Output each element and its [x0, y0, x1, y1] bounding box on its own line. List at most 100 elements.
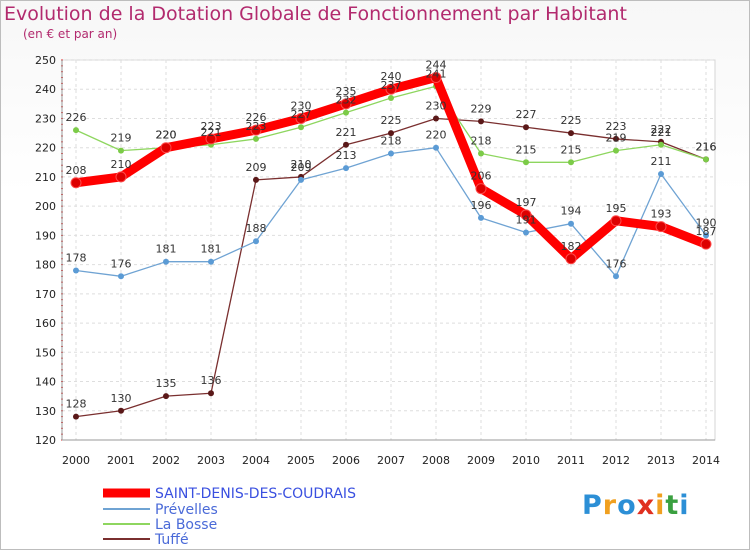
- y-tick-label: 210: [35, 171, 56, 184]
- data-label: 190: [696, 216, 717, 229]
- data-point: [478, 214, 484, 221]
- data-point: [73, 413, 79, 420]
- data-label: 216: [696, 140, 717, 153]
- y-tick-label: 130: [35, 405, 56, 418]
- data-point: [703, 156, 709, 163]
- data-point: [523, 159, 529, 166]
- y-tick-label: 120: [35, 434, 56, 447]
- data-label: 244: [426, 59, 447, 72]
- data-label: 241: [426, 67, 447, 80]
- data-label: 213: [336, 149, 357, 162]
- data-label: 223: [201, 120, 222, 133]
- y-tick-label: 190: [35, 229, 56, 242]
- data-point: [253, 135, 259, 142]
- data-label: 219: [111, 132, 132, 145]
- data-label: 135: [156, 377, 177, 390]
- data-point: [523, 124, 529, 131]
- data-label: 218: [381, 135, 402, 148]
- x-tick-label: 2005: [287, 454, 315, 467]
- data-label: 218: [471, 135, 492, 148]
- data-point: [163, 258, 169, 265]
- legend-label: SAINT-DENIS-DES-COUDRAIS: [155, 486, 356, 502]
- y-tick-label: 170: [35, 288, 56, 301]
- y-tick-label: 250: [35, 54, 56, 67]
- logo-letter: P: [582, 490, 603, 521]
- data-label: 193: [651, 208, 672, 221]
- data-point: [250, 124, 262, 136]
- logo-letter: t: [665, 490, 680, 521]
- logo-letter: i: [679, 490, 690, 521]
- data-label: 187: [696, 225, 717, 238]
- data-point: [118, 407, 124, 414]
- y-tick-label: 200: [35, 200, 56, 213]
- data-point: [523, 229, 529, 236]
- data-point: [253, 176, 259, 183]
- data-label: 197: [516, 196, 537, 209]
- data-point: [298, 176, 304, 183]
- data-label: 209: [246, 161, 267, 174]
- data-point: [253, 238, 259, 245]
- data-point: [340, 98, 352, 110]
- data-label: 210: [291, 158, 312, 171]
- data-label: 229: [471, 102, 492, 115]
- data-label: 220: [156, 129, 177, 142]
- data-label: 176: [606, 257, 627, 270]
- data-label: 222: [651, 123, 672, 136]
- data-label: 188: [246, 222, 267, 235]
- data-label: 136: [201, 374, 222, 387]
- data-point: [298, 124, 304, 131]
- data-label: 215: [516, 143, 537, 156]
- data-label: 220: [426, 129, 447, 142]
- data-label: 211: [651, 155, 672, 168]
- legend-label: Tuffé: [154, 532, 189, 548]
- plot-area: [61, 59, 716, 441]
- data-label: 215: [561, 143, 582, 156]
- data-point: [295, 112, 307, 124]
- data-point: [115, 171, 127, 183]
- data-label: 221: [201, 126, 222, 139]
- x-tick-label: 2008: [422, 454, 450, 467]
- data-point: [160, 142, 172, 154]
- data-point: [430, 72, 442, 84]
- data-point: [655, 221, 667, 233]
- data-point: [613, 135, 619, 142]
- x-tick-label: 2002: [152, 454, 180, 467]
- data-label: 209: [291, 161, 312, 174]
- x-tick-label: 2000: [62, 454, 90, 467]
- logo-letter: o: [617, 490, 637, 521]
- legend-label: Prévelles: [155, 502, 218, 518]
- logo-letter: r: [602, 490, 618, 521]
- data-point: [208, 390, 214, 397]
- x-tick-label: 2001: [107, 454, 135, 467]
- data-label: 178: [66, 251, 87, 264]
- data-point: [208, 258, 214, 265]
- data-point: [520, 209, 532, 221]
- data-label: 237: [381, 79, 402, 92]
- x-tick-label: 2004: [242, 454, 270, 467]
- data-point: [568, 130, 574, 137]
- y-tick-label: 230: [35, 112, 56, 125]
- data-label: 194: [561, 205, 582, 218]
- data-point: [343, 141, 349, 148]
- data-label: 230: [426, 99, 447, 112]
- y-tick-label: 160: [35, 317, 56, 330]
- data-point: [343, 165, 349, 172]
- data-point: [118, 147, 124, 154]
- data-label: 221: [651, 126, 672, 139]
- data-point: [73, 127, 79, 134]
- data-label: 191: [516, 213, 537, 226]
- data-point: [478, 150, 484, 157]
- data-label: 130: [111, 392, 132, 405]
- data-label: 232: [336, 94, 357, 107]
- y-tick-label: 140: [35, 376, 56, 389]
- x-tick-label: 2012: [602, 454, 630, 467]
- data-point: [433, 115, 439, 122]
- x-tick-label: 2013: [647, 454, 675, 467]
- data-label: 206: [471, 170, 492, 183]
- x-tick-label: 2003: [197, 454, 225, 467]
- data-label: 230: [291, 99, 312, 112]
- proxiti-logo: Proxiti: [582, 490, 690, 521]
- data-label: 208: [66, 164, 87, 177]
- x-tick-label: 2009: [467, 454, 495, 467]
